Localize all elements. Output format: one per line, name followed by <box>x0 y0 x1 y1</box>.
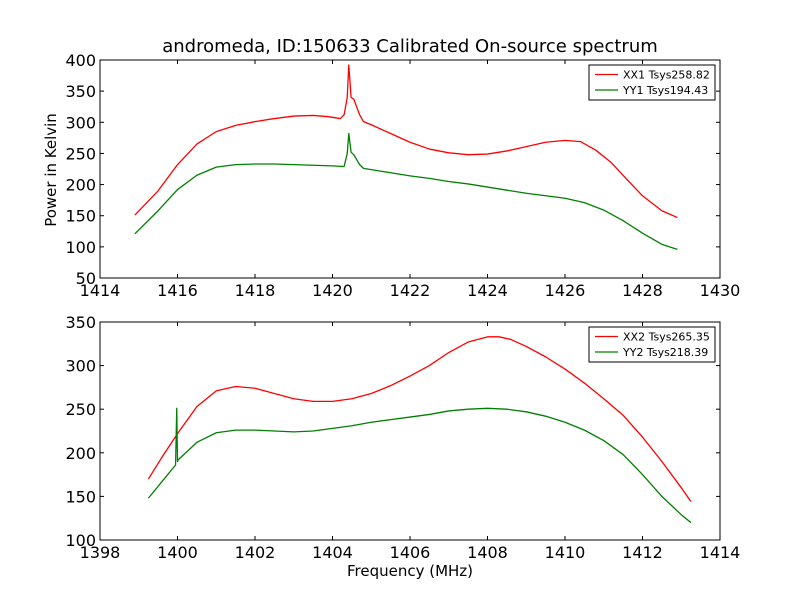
top-legend-label-2: YY1 Tsys194.43 <box>622 84 708 97</box>
top-legend-box <box>588 64 716 101</box>
top-y-axis-label: Power in Kelvin <box>42 113 60 227</box>
bottom-y-tick-label: 300 <box>65 357 96 376</box>
top-x-tick-label: 1430 <box>700 281 741 300</box>
top-plot: 1414 1416 1418 1420 1422 1424 1426 1428 1430 50 10… <box>65 51 740 300</box>
top-y-tick-label: 200 <box>65 176 96 195</box>
top-legend: XX1 Tsys258.82 YY1 Tsys194.43 <box>588 64 716 101</box>
bottom-x-tick-label: 1408 <box>467 543 508 562</box>
bottom-series-line-1 <box>147 336 692 503</box>
bottom-x-tick-label: 1406 <box>390 543 431 562</box>
bottom-x-tick-label: 1398 <box>80 543 121 562</box>
bottom-legend-label-2: YY2 Tsys218.39 <box>622 346 708 359</box>
top-x-tick-label: 1420 <box>312 281 353 300</box>
top-y-tick-label: 100 <box>65 238 96 257</box>
top-x-tick-label: 1426 <box>545 281 586 300</box>
bottom-series-line-2 <box>147 407 692 524</box>
top-y-tick-label: 50 <box>76 269 96 288</box>
top-y-tick-label: 300 <box>65 113 96 132</box>
top-x-tick-label: 1428 <box>622 281 663 300</box>
top-y-tick-label: 400 <box>65 51 96 70</box>
bottom-x-tick-label: 1400 <box>157 543 198 562</box>
top-y-tick-label: 250 <box>65 144 96 163</box>
bottom-legend-box <box>588 326 716 363</box>
bottom-x-tick-label: 1404 <box>312 543 353 562</box>
top-series-line-2 <box>134 132 678 250</box>
bottom-x-axis-label: Frequency (MHz) <box>347 562 473 580</box>
top-x-tick-label: 1422 <box>390 281 431 300</box>
bottom-plot: 1398 1400 1402 1404 1406 1408 1410 1412 1414 100 1… <box>65 313 740 562</box>
bottom-x-tick-label: 1414 <box>700 543 741 562</box>
top-legend-label-1: XX1 Tsys258.82 <box>623 69 710 82</box>
bottom-y-tick-label: 350 <box>65 313 96 332</box>
top-y-tick-label: 150 <box>65 207 96 226</box>
top-x-tick-label: 1416 <box>157 281 198 300</box>
bottom-y-tick-label: 100 <box>65 531 96 550</box>
top-x-tick-label: 1418 <box>235 281 276 300</box>
top-x-tick-label: 1424 <box>467 281 508 300</box>
chart-title: andromeda, ID:150633 Calibrated On-sourc… <box>162 36 658 57</box>
bottom-x-tick-label: 1410 <box>545 543 586 562</box>
bottom-legend: XX2 Tsys265.35 YY2 Tsys218.39 <box>588 326 716 363</box>
bottom-legend-label-1: XX2 Tsys265.35 <box>623 331 710 344</box>
top-x-tick-label: 1414 <box>80 281 121 300</box>
bottom-y-tick-label: 150 <box>65 487 96 506</box>
bottom-x-tick-label: 1402 <box>235 543 276 562</box>
bottom-y-tick-label: 250 <box>65 400 96 419</box>
bottom-y-tick-label: 200 <box>65 444 96 463</box>
bottom-x-tick-label: 1412 <box>622 543 663 562</box>
top-y-tick-label: 350 <box>65 82 96 101</box>
top-series-line-1 <box>134 64 678 219</box>
